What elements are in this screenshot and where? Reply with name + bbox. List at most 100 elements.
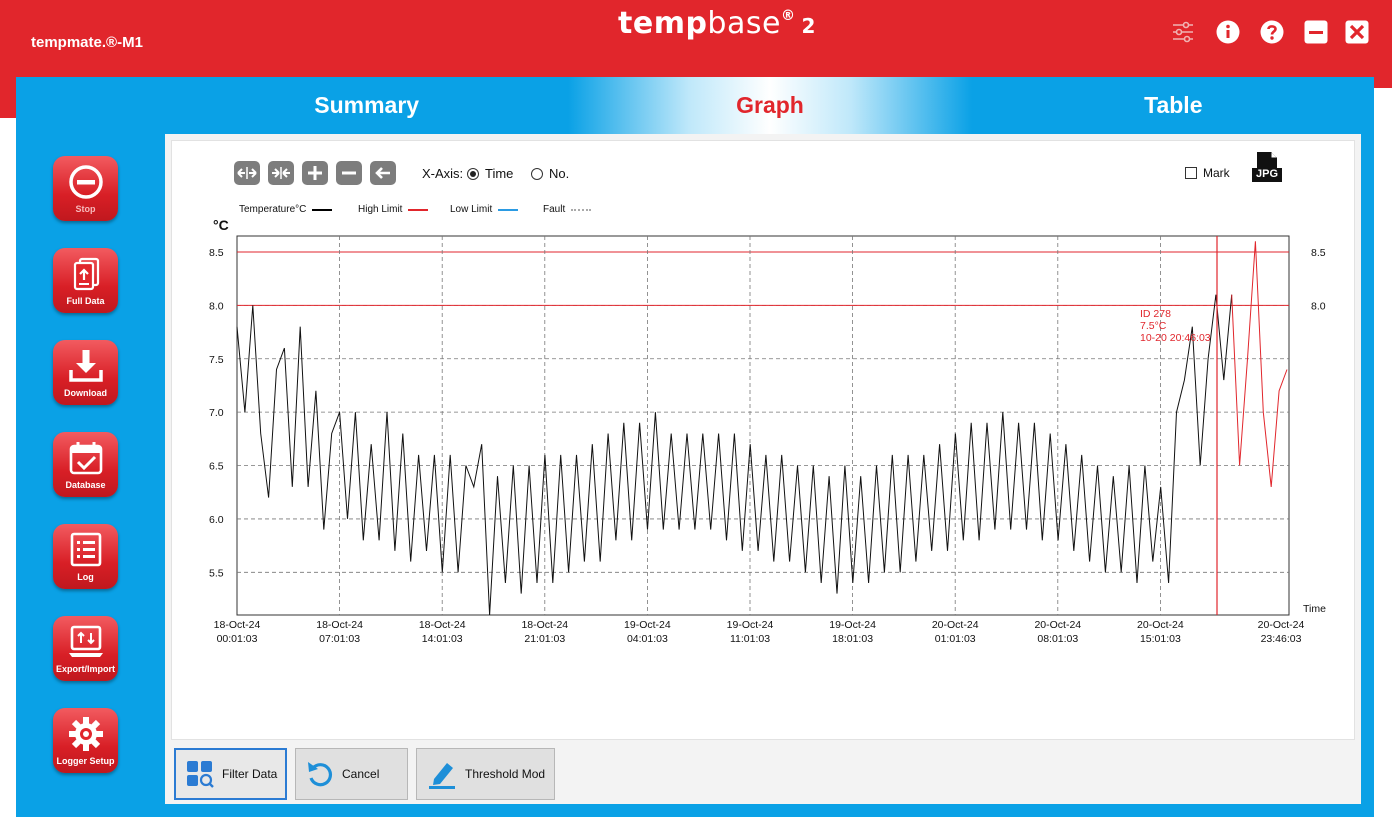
full-data-button[interactable]: Full Data (53, 248, 118, 313)
y-tick-label: 7.5 (209, 354, 224, 366)
back-button[interactable] (370, 161, 396, 185)
mark-option[interactable]: Mark (1185, 166, 1230, 180)
export-jpg-button[interactable]: JPG (1251, 151, 1283, 183)
x-tick-date: 20-Oct-24 (932, 619, 979, 631)
marker-label: 7.5°C (1140, 320, 1167, 332)
export-import-label: Export/Import (55, 664, 115, 674)
undo-icon (308, 762, 333, 787)
threshold-mod-button[interactable]: Threshold Mod (416, 748, 555, 800)
legend-fault-swatch (571, 208, 592, 211)
full-data-label: Full Data (66, 296, 105, 306)
xaxis-time-option[interactable]: Time (467, 166, 513, 181)
x-tick-time: 18:01:03 (832, 633, 873, 645)
legend-high-limit-swatch (408, 208, 429, 211)
legend-high-limit: High Limit (358, 204, 429, 215)
marker-label: ID 278 (1140, 308, 1171, 320)
y-tick-label: 7.0 (209, 407, 224, 419)
settings-sliders-icon[interactable] (1170, 19, 1196, 45)
y-tick-label: 6.5 (209, 461, 224, 473)
logo-temp: temp (618, 6, 708, 41)
y-tick-label: 6.0 (209, 514, 224, 526)
tab-summary[interactable]: Summary (314, 92, 420, 118)
full-data-icon (73, 257, 99, 291)
x-tick-time: 23:46:03 (1261, 633, 1302, 645)
x-tick-date: 20-Oct-24 (1034, 619, 1081, 631)
jpg-file-icon (1252, 152, 1282, 182)
compress-horizontal-icon (272, 167, 290, 179)
logger-setup-label: Logger Setup (56, 756, 115, 766)
filter-data-icon (187, 761, 214, 788)
zoom-out-button[interactable] (336, 161, 362, 185)
tab-graph[interactable]: Graph (568, 77, 972, 134)
plus-icon (308, 166, 322, 180)
mark-label: Mark (1203, 166, 1230, 180)
mark-checkbox[interactable] (1185, 167, 1197, 179)
time-label: Time (485, 166, 514, 181)
app-logo: tempbase® 2 (618, 6, 816, 41)
x-tick-time: 08:01:03 (1037, 633, 1078, 645)
legend-fault-label: Fault (543, 204, 566, 215)
filter-data-button[interactable]: Filter Data (174, 748, 287, 800)
legend-temperature-swatch (312, 208, 333, 211)
tab-bar: Summary Graph Table (165, 77, 1375, 134)
no-label: No. (549, 166, 570, 181)
legend-temperature-label: Temperature°C (239, 204, 307, 215)
stop-button[interactable]: Stop (53, 156, 118, 221)
database-icon (69, 442, 102, 475)
xaxis-no-option[interactable]: No. (531, 166, 569, 181)
x-tick-date: 19-Oct-24 (727, 619, 774, 631)
xaxis-label: X-Axis: (422, 166, 464, 181)
minimize-icon[interactable] (1303, 19, 1329, 45)
marker-label: 10-20 20:46:03 (1140, 332, 1211, 344)
download-button[interactable]: Download (53, 340, 118, 405)
x-tick-time: 07:01:03 (319, 633, 360, 645)
expand-horizontal-button[interactable] (234, 161, 260, 185)
filter-data-label: Filter Data (222, 767, 278, 781)
x-tick-time: 21:01:03 (524, 633, 565, 645)
x-tick-time: 11:01:03 (730, 633, 770, 645)
temperature-chart[interactable]: °C 5.5 6.0 6.5 7.0 7.5 8.0 8.5 8.0 8.5 18-Oct-24 00… (172, 211, 1354, 731)
x-tick-time: 14:01:03 (422, 633, 463, 645)
jpg-label: JPG (1255, 168, 1278, 180)
close-icon[interactable] (1344, 19, 1370, 45)
threshold-mod-label: Threshold Mod (465, 767, 546, 781)
y-tick-label: 8.5 (209, 247, 224, 259)
legend-low-limit-swatch (498, 208, 519, 211)
x-tick-date: 18-Oct-24 (214, 619, 261, 631)
right-tick-label: 8.0 (1311, 300, 1326, 312)
header-band (0, 0, 1392, 118)
x-tick-time: 00:01:03 (217, 633, 258, 645)
info-icon[interactable] (1215, 19, 1241, 45)
plot-area (236, 235, 1290, 616)
cancel-button[interactable]: Cancel (295, 748, 408, 800)
y-tick-label: 8.0 (209, 300, 224, 312)
logger-setup-button[interactable]: Logger Setup (53, 708, 118, 773)
arrow-left-icon (375, 167, 390, 179)
export-import-button[interactable]: Export/Import (53, 616, 118, 681)
stop-label: Stop (75, 204, 96, 214)
legend-low-limit-label: Low Limit (450, 204, 493, 215)
log-button[interactable]: Log (53, 524, 118, 589)
compress-horizontal-button[interactable] (268, 161, 294, 185)
legend-fault: Fault (543, 204, 592, 215)
minus-icon (342, 171, 356, 175)
y-axis-unit: °C (213, 217, 229, 233)
time-radio[interactable] (467, 167, 479, 180)
y-tick-label: 5.5 (209, 567, 224, 579)
content-area: X-Axis: Time No. Mark JPG Temperature°C … (165, 134, 1361, 804)
database-button[interactable]: Database (53, 432, 118, 497)
x-tick-date: 20-Oct-24 (1137, 619, 1184, 631)
x-tick-date: 19-Oct-24 (829, 619, 876, 631)
export-import-icon (68, 625, 103, 657)
pencil-edit-icon (429, 763, 455, 789)
right-tick-label: 8.5 (1311, 247, 1326, 259)
zoom-in-button[interactable] (302, 161, 328, 185)
database-label: Database (65, 480, 106, 490)
log-label: Log (77, 572, 94, 582)
tab-table[interactable]: Table (1144, 92, 1203, 118)
no-radio[interactable] (531, 167, 543, 180)
x-tick-time: 04:01:03 (627, 633, 668, 645)
device-name: tempmate.®-M1 (31, 34, 143, 51)
help-icon[interactable] (1259, 19, 1285, 45)
